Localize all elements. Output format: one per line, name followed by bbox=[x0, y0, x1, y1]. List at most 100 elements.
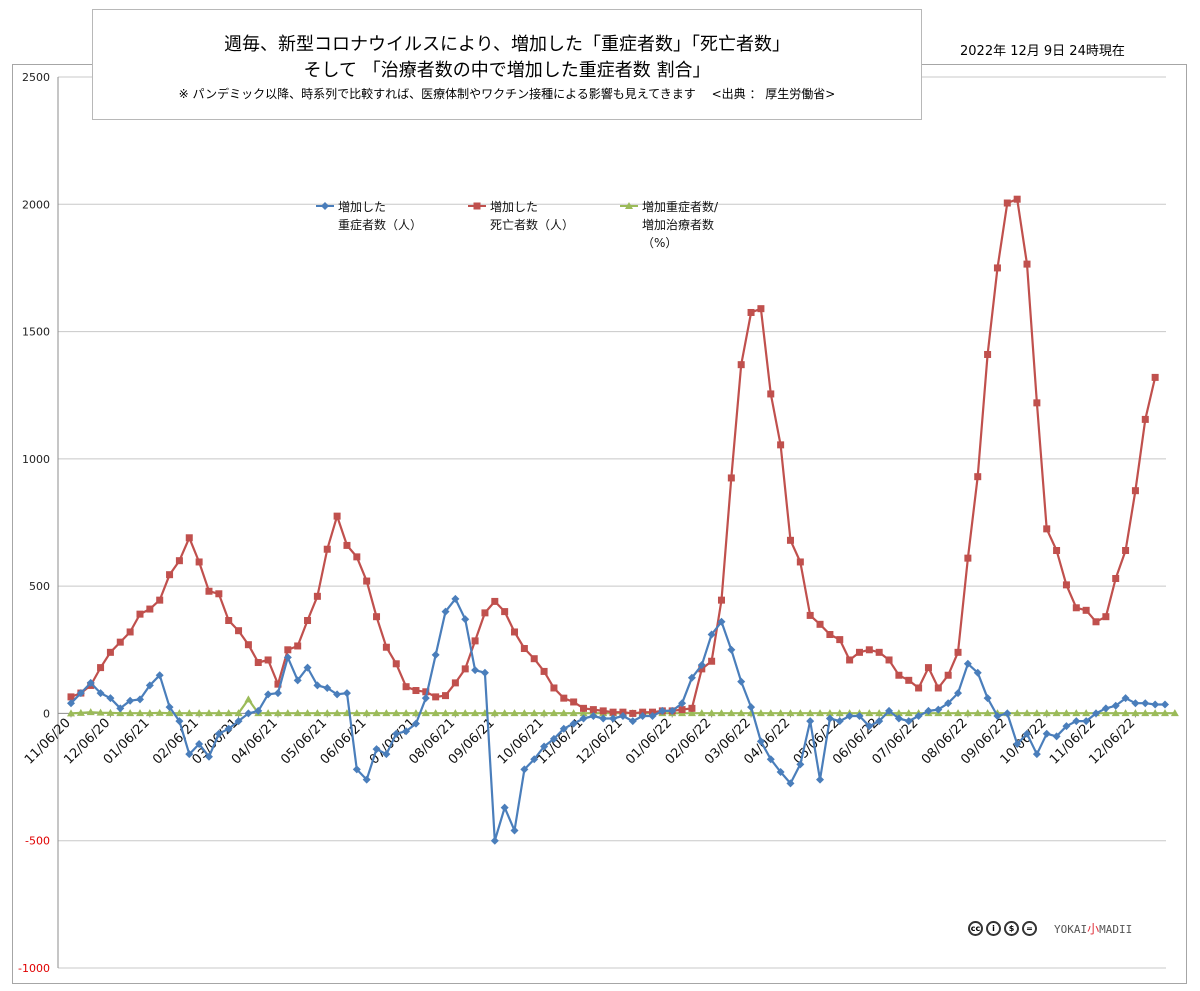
data-point bbox=[1052, 709, 1061, 717]
data-point bbox=[727, 474, 735, 482]
data-point bbox=[500, 709, 509, 717]
data-point bbox=[442, 692, 450, 700]
data-point bbox=[609, 708, 617, 716]
data-point bbox=[225, 617, 233, 625]
data-point bbox=[1062, 581, 1070, 589]
data-point bbox=[599, 707, 607, 715]
data-point bbox=[825, 709, 834, 717]
data-point bbox=[885, 706, 894, 715]
data-point bbox=[273, 709, 282, 717]
data-point bbox=[570, 698, 578, 706]
y-axis-ticks: -1000 -500 0 500 1000 1500 2000 2500 bbox=[18, 71, 50, 975]
series-line bbox=[70, 198, 1157, 715]
data-point bbox=[894, 709, 903, 717]
data-point bbox=[1082, 717, 1091, 726]
data-point bbox=[983, 709, 992, 717]
data-point bbox=[1102, 613, 1110, 621]
data-point bbox=[511, 628, 519, 636]
data-point bbox=[707, 630, 716, 639]
data-point bbox=[313, 681, 322, 690]
data-point bbox=[264, 656, 272, 664]
data-point bbox=[1151, 373, 1159, 381]
data-point bbox=[441, 709, 450, 717]
data-point bbox=[145, 709, 154, 717]
data-point bbox=[451, 709, 460, 717]
data-point bbox=[244, 641, 252, 649]
data-point bbox=[510, 826, 519, 835]
data-point bbox=[204, 752, 213, 761]
chart-title-line1: 週毎、新型コロナウイルスにより、増加した「重症者数」「死亡者数」 bbox=[224, 34, 790, 55]
legend-label: 増加した bbox=[338, 200, 386, 214]
data-point bbox=[993, 711, 1002, 720]
data-point bbox=[816, 620, 824, 628]
data-point bbox=[234, 709, 243, 717]
data-point bbox=[816, 775, 825, 784]
logo-text: YOKAI小MADII bbox=[1054, 921, 1133, 936]
data-point bbox=[1033, 399, 1041, 407]
data-point bbox=[983, 694, 992, 703]
data-point bbox=[905, 676, 913, 684]
data-point bbox=[1052, 732, 1061, 741]
data-point bbox=[1112, 575, 1120, 583]
data-point bbox=[697, 709, 706, 717]
data-point bbox=[501, 608, 509, 616]
data-point bbox=[323, 709, 332, 717]
data-point bbox=[136, 610, 144, 618]
legend-label: 死亡者数（人） bbox=[490, 217, 574, 232]
data-point bbox=[214, 729, 223, 738]
data-point bbox=[214, 709, 223, 717]
data-point bbox=[855, 711, 864, 720]
data-point bbox=[1013, 195, 1021, 203]
data-point bbox=[1042, 729, 1051, 738]
series-2 bbox=[67, 695, 1179, 717]
data-point bbox=[422, 688, 430, 696]
legend-label: 増加重症者数/ bbox=[642, 199, 719, 214]
data-point bbox=[826, 631, 834, 639]
data-point bbox=[461, 615, 470, 624]
data-point bbox=[786, 779, 795, 788]
data-point bbox=[1092, 618, 1100, 626]
chart-title-line2: そして 「治療者数の中で増加した重症者数 割合」 bbox=[303, 60, 711, 81]
data-point bbox=[767, 390, 775, 398]
data-point bbox=[885, 656, 893, 664]
data-point bbox=[166, 571, 174, 579]
data-point bbox=[97, 664, 105, 672]
data-point bbox=[629, 709, 637, 717]
data-point bbox=[165, 709, 174, 717]
data-point bbox=[303, 663, 312, 672]
data-point bbox=[490, 709, 499, 717]
data-point bbox=[471, 637, 479, 645]
data-point bbox=[609, 714, 618, 723]
data-point bbox=[402, 727, 411, 736]
data-point bbox=[687, 673, 696, 682]
data-point bbox=[737, 361, 745, 369]
data-point bbox=[638, 711, 647, 720]
data-point bbox=[382, 750, 391, 759]
data-point bbox=[915, 684, 923, 692]
data-point bbox=[412, 687, 420, 695]
data-point bbox=[796, 709, 805, 717]
data-point bbox=[155, 671, 164, 680]
data-point bbox=[195, 739, 204, 748]
data-point bbox=[76, 708, 85, 716]
data-point bbox=[451, 594, 460, 603]
data-point bbox=[165, 703, 174, 712]
data-point bbox=[76, 689, 85, 698]
data-point bbox=[717, 709, 726, 717]
data-point bbox=[323, 683, 332, 692]
data-point bbox=[96, 708, 105, 716]
data-point bbox=[1131, 699, 1140, 708]
data-point bbox=[480, 668, 489, 677]
y-tick-label: 0 bbox=[43, 707, 50, 720]
title-box: 週毎、新型コロナウイルスにより、増加した「重症者数」「死亡者数」 そして 「治療… bbox=[92, 9, 922, 120]
data-point bbox=[974, 473, 982, 481]
data-point bbox=[520, 709, 529, 717]
data-point bbox=[461, 665, 469, 673]
y-tick-label: -500 bbox=[25, 835, 50, 848]
data-point bbox=[342, 689, 351, 698]
data-point bbox=[560, 694, 568, 702]
data-point bbox=[510, 709, 519, 717]
data-point bbox=[963, 659, 972, 668]
data-point bbox=[1101, 704, 1110, 713]
data-point bbox=[135, 695, 144, 704]
